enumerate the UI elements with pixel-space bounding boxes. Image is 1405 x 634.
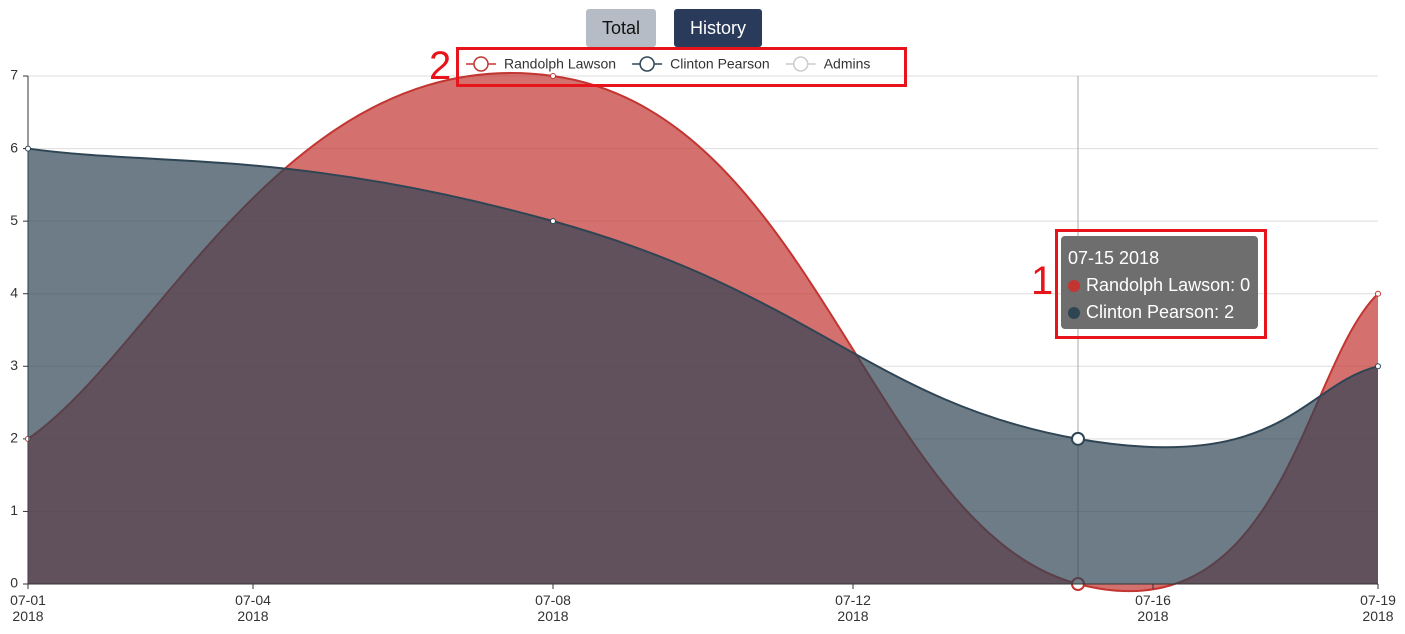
tooltip-title: 07-15 2018 bbox=[1068, 248, 1160, 268]
point bbox=[1071, 431, 1085, 446]
y-tick-label: 7 bbox=[10, 67, 18, 83]
highlight-box bbox=[1055, 229, 1267, 339]
history-button[interactable]: History bbox=[674, 9, 762, 47]
x-tick-line: 2018 bbox=[837, 608, 868, 624]
point bbox=[1375, 290, 1381, 297]
tooltip-dot bbox=[1068, 280, 1080, 292]
x-tick-line: 07-01 bbox=[10, 592, 46, 608]
legend-icon bbox=[792, 56, 809, 72]
y-tick-label: 6 bbox=[10, 139, 18, 155]
highlight-box bbox=[456, 47, 907, 87]
legend-label[interactable]: Randolph Lawson bbox=[504, 56, 616, 72]
x-tick-label: 07-16 2018 bbox=[1135, 592, 1171, 624]
x-tick-line: 2018 bbox=[1137, 608, 1168, 624]
x-tick-label: 07-01 2018 bbox=[10, 592, 46, 624]
tooltip-item: Clinton Pearson: 2 bbox=[1086, 302, 1235, 322]
x-tick-line: 07-12 bbox=[835, 592, 871, 608]
tooltip-dot bbox=[1068, 307, 1080, 319]
legend-icon bbox=[639, 56, 655, 72]
x-tick-label: 07-12 2018 bbox=[835, 592, 871, 624]
y-tick-label: 3 bbox=[10, 357, 18, 373]
area bbox=[28, 148, 1378, 585]
y-tick-label: 4 bbox=[10, 284, 18, 300]
y-tick-label: 2 bbox=[10, 430, 18, 446]
x-tick-label: 07-08 2018 bbox=[535, 592, 571, 624]
x-tick-line: 07-19 bbox=[1360, 592, 1396, 608]
total-button[interactable]: Total bbox=[586, 9, 656, 47]
legend-label[interactable]: Admins bbox=[824, 56, 871, 72]
point bbox=[550, 218, 556, 225]
legend-label[interactable]: Clinton Pearson bbox=[670, 56, 770, 72]
point bbox=[550, 73, 556, 79]
y-tick-label: 0 bbox=[10, 575, 18, 591]
x-tick-label: 07-04 2018 bbox=[235, 592, 271, 624]
annotation-number: 1 bbox=[1031, 259, 1054, 303]
x-tick-line: 2018 bbox=[237, 608, 268, 624]
point bbox=[25, 145, 31, 152]
x-tick-line: 2018 bbox=[537, 608, 568, 624]
tooltip: 07-15 2018 Randolph Lawson: 0 Clinton Pe… bbox=[1061, 236, 1258, 329]
x-tick-line: 07-16 bbox=[1135, 592, 1171, 608]
line bbox=[27, 147, 1379, 449]
x-tick-line: 07-04 bbox=[235, 592, 271, 608]
tooltip-row: Randolph Lawson: 0 bbox=[1068, 272, 1251, 299]
x-tick-label: 07-19 2018 bbox=[1360, 592, 1396, 624]
x-tick-line: 2018 bbox=[1362, 608, 1393, 624]
legend-icon bbox=[473, 56, 489, 72]
x-tick-line: 2018 bbox=[12, 608, 43, 624]
tooltip-row: Clinton Pearson: 2 bbox=[1068, 299, 1251, 326]
annotation-number: 2 bbox=[429, 44, 452, 88]
y-tick-label: 1 bbox=[10, 502, 18, 518]
tooltip-item: Randolph Lawson: 0 bbox=[1086, 275, 1251, 295]
x-tick-line: 07-08 bbox=[535, 592, 571, 608]
y-tick-label: 5 bbox=[10, 212, 18, 228]
point bbox=[1375, 363, 1381, 370]
